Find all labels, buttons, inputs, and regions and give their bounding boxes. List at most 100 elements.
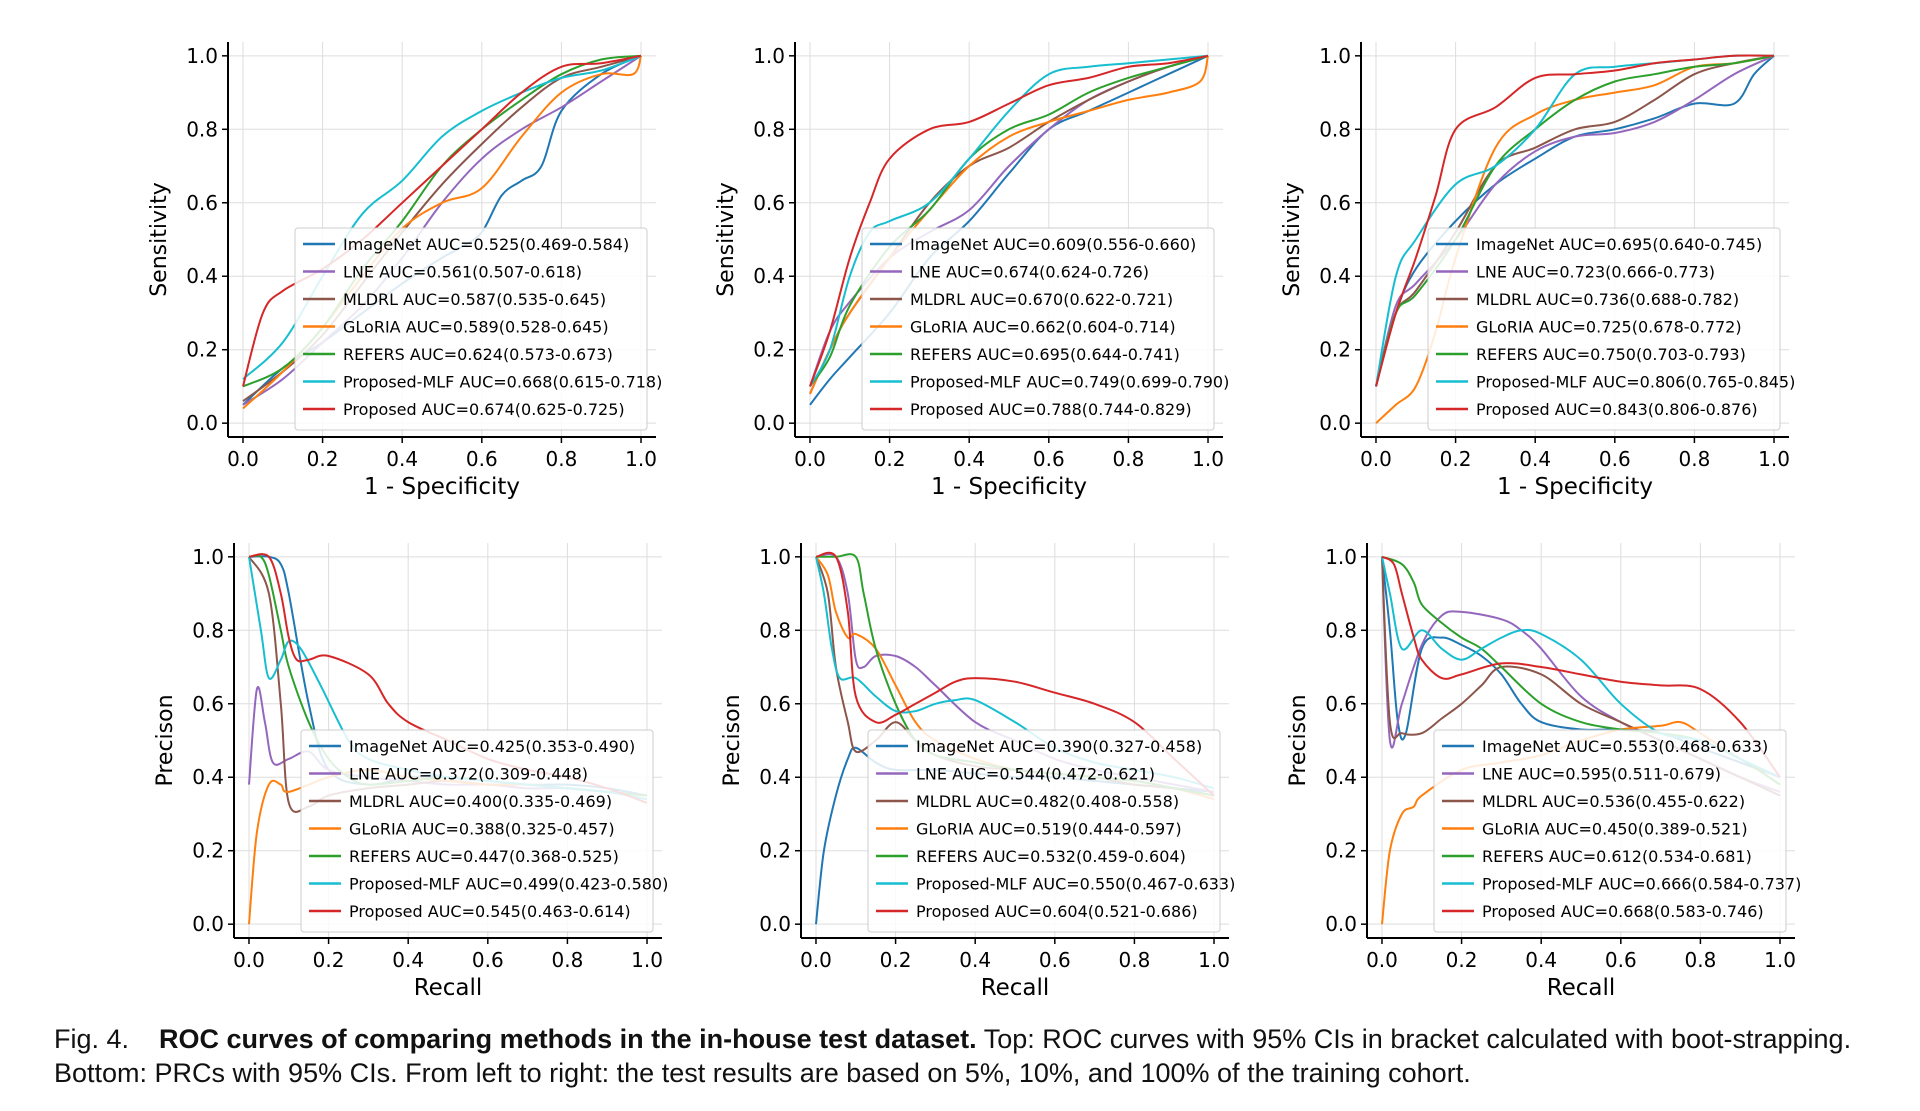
x-tick-label: 0.8 [546,447,578,471]
legend-label: LNE AUC=0.723(0.666-0.773) [1476,263,1715,282]
x-tick-label: 0.8 [1679,447,1711,471]
chart-5: 0.0 0.2 0.4 0.6 0.8 1.0 0.0 0.2 0.4 0.6 0.8 1.0 Reca… [720,543,1235,1001]
y-tick-label: 0.6 [1319,191,1351,215]
series-line-refers [1375,54,1775,387]
y-tick-label: 0.4 [753,264,785,288]
legend-label: REFERS AUC=0.750(0.703-0.793) [1476,345,1746,364]
legend-label: Proposed AUC=0.843(0.806-0.876) [1476,400,1758,419]
y-axis-label: Sensitivity [1280,182,1305,297]
x-tick-label: 0.6 [466,447,498,471]
y-tick-label: 1.0 [192,545,224,569]
series-line-proposed-mlf [809,54,1209,387]
chart-4: 0.0 0.2 0.4 0.6 0.8 1.0 0.0 0.2 0.4 0.6 0.8 1.0 Reca… [153,543,668,1001]
legend-label: REFERS AUC=0.532(0.459-0.604) [916,847,1186,866]
legend [867,729,1221,933]
y-tick-label: 0.0 [759,912,791,936]
legend [1433,729,1787,933]
y-axis-label: Sensitivity [714,182,739,297]
legend [294,227,648,431]
x-tick-label: 1.0 [631,948,663,972]
legend [861,227,1215,431]
legend-label: ImageNet AUC=0.525(0.469-0.584) [343,235,629,254]
y-tick-label: 1.0 [186,44,218,68]
x-tick-label: 0.4 [386,447,418,471]
x-axis-label: Recall [981,975,1050,1001]
legend-label: MLDRL AUC=0.482(0.408-0.558) [916,792,1179,811]
y-tick-label: 1.0 [1319,44,1351,68]
y-tick-label: 0.2 [1319,338,1351,362]
legend-label: LNE AUC=0.372(0.309-0.448) [349,765,588,784]
legend-label: ImageNet AUC=0.553(0.468-0.633) [1482,737,1768,756]
legend-label: Proposed-MLF AUC=0.550(0.467-0.633) [916,875,1235,894]
y-tick-label: 0.8 [753,117,785,141]
y-axis-label: Precison [153,694,178,786]
legend-label: Proposed-MLF AUC=0.666(0.584-0.737) [1482,875,1801,894]
x-tick-label: 0.6 [1605,948,1637,972]
x-tick-label: 1.0 [1764,948,1796,972]
y-axis-label: Sensitivity [147,182,172,297]
x-tick-label: 0.2 [1446,948,1478,972]
series-line-imagenet [809,54,1209,406]
legend-label: REFERS AUC=0.624(0.573-0.673) [343,345,613,364]
x-tick-label: 0.0 [227,447,259,471]
series-line-lne [1375,54,1775,387]
x-tick-label: 0.0 [794,447,826,471]
x-tick-label: 0.8 [1685,948,1717,972]
legend-label: MLDRL AUC=0.670(0.622-0.721) [910,290,1173,309]
legend-label: REFERS AUC=0.695(0.644-0.741) [910,345,1180,364]
legend-label: MLDRL AUC=0.400(0.335-0.469) [349,792,612,811]
y-tick-label: 0.2 [1325,839,1357,863]
x-axis-label: 1 - Specificity [1497,474,1653,500]
y-tick-label: 0.2 [186,338,218,362]
x-tick-label: 0.4 [1519,447,1551,471]
y-tick-label: 0.6 [759,692,791,716]
series-line-proposed [809,54,1209,387]
x-axis-label: 1 - Specificity [931,474,1087,500]
x-tick-label: 0.2 [1440,447,1472,471]
y-tick-label: 0.6 [192,692,224,716]
chart-3: 0.0 0.2 0.4 0.6 0.8 1.0 0.0 0.2 0.4 0.6 0.8 1.0 1 - … [1280,42,1795,500]
series-line-gloria [809,55,1209,395]
legend-label: MLDRL AUC=0.587(0.535-0.645) [343,290,606,309]
series-line-proposed [1381,555,1781,778]
x-tick-label: 0.4 [959,948,991,972]
x-tick-label: 0.8 [552,948,584,972]
x-tick-label: 0.0 [800,948,832,972]
x-tick-label: 0.2 [313,948,345,972]
legend-label: Proposed-MLF AUC=0.806(0.765-0.845) [1476,373,1795,392]
legend-label: ImageNet AUC=0.609(0.556-0.660) [910,235,1196,254]
legend-label: GLoRIA AUC=0.725(0.678-0.772) [1476,318,1742,337]
legend-label: Proposed AUC=0.545(0.463-0.614) [349,902,631,921]
legend-label: Proposed AUC=0.788(0.744-0.829) [910,400,1192,419]
y-tick-label: 0.2 [753,338,785,362]
caption-text: Top: ROC curves with 95% CIs in bracket … [54,1024,1852,1088]
caption: Fig. 4. ROC curves of comparing methods i… [54,1022,1894,1090]
x-tick-label: 0.2 [874,447,906,471]
legend-label: LNE AUC=0.595(0.511-0.679) [1482,765,1721,784]
y-tick-label: 0.8 [186,117,218,141]
caption-title: ROC curves of comparing methods in the i… [159,1024,977,1054]
y-tick-label: 1.0 [753,44,785,68]
y-tick-label: 0.6 [753,191,785,215]
y-tick-label: 0.0 [1325,912,1357,936]
y-tick-label: 1.0 [759,545,791,569]
y-tick-label: 0.0 [192,912,224,936]
legend-label: MLDRL AUC=0.536(0.455-0.622) [1482,792,1745,811]
y-tick-label: 0.2 [759,839,791,863]
x-axis-label: 1 - Specificity [364,474,520,500]
y-tick-label: 0.4 [192,765,224,789]
x-tick-label: 0.6 [1033,447,1065,471]
y-axis-label: Precison [720,694,745,786]
legend-label: GLoRIA AUC=0.519(0.444-0.597) [916,820,1182,839]
x-tick-label: 0.8 [1119,948,1151,972]
x-tick-label: 0.4 [953,447,985,471]
y-axis-label: Precison [1286,694,1311,786]
series-line-proposed [1375,54,1775,387]
legend-label: ImageNet AUC=0.425(0.353-0.490) [349,737,635,756]
legend-label: REFERS AUC=0.612(0.534-0.681) [1482,847,1752,866]
y-tick-label: 0.8 [759,618,791,642]
series-line-proposed [242,54,642,387]
legend-label: Proposed AUC=0.668(0.583-0.746) [1482,902,1764,921]
y-tick-label: 0.4 [186,264,218,288]
y-tick-label: 0.4 [759,765,791,789]
